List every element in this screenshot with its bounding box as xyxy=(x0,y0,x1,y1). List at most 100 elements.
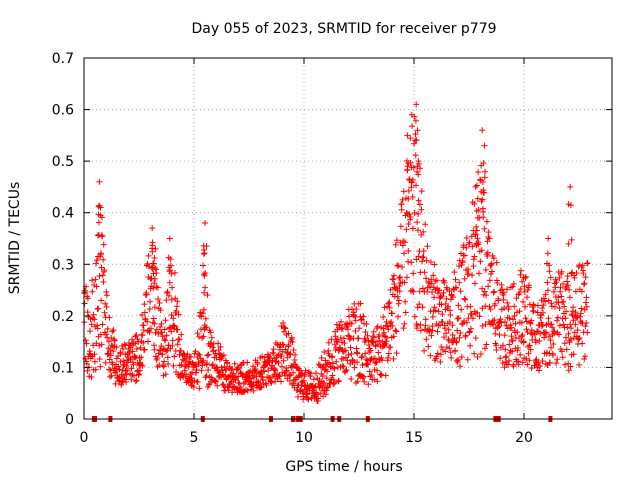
data-point xyxy=(138,331,145,338)
data-point xyxy=(294,393,301,400)
data-point xyxy=(463,244,470,251)
data-point xyxy=(503,286,510,293)
data-point xyxy=(331,365,338,372)
data-point xyxy=(209,361,216,368)
data-point xyxy=(520,298,527,305)
data-point xyxy=(212,350,219,357)
data-point xyxy=(510,363,517,370)
data-point xyxy=(90,311,97,318)
data-point xyxy=(151,254,158,261)
data-point xyxy=(453,357,460,364)
data-point xyxy=(397,274,404,281)
data-point xyxy=(214,382,221,389)
data-point xyxy=(87,328,94,335)
data-point xyxy=(91,316,98,323)
data-point xyxy=(437,293,444,300)
data-point xyxy=(570,304,577,311)
data-point xyxy=(162,317,169,324)
data-point xyxy=(437,358,444,365)
data-point xyxy=(166,267,173,274)
data-point xyxy=(518,333,525,340)
data-point xyxy=(354,359,361,366)
data-point xyxy=(422,322,429,329)
data-point xyxy=(461,275,468,282)
data-point xyxy=(107,346,114,353)
data-point xyxy=(362,350,369,357)
data-point xyxy=(414,219,421,226)
data-point xyxy=(527,320,534,327)
data-point xyxy=(285,343,292,350)
data-point xyxy=(525,343,532,350)
data-point xyxy=(338,339,345,346)
data-point xyxy=(348,375,355,382)
data-point xyxy=(312,370,319,377)
data-point xyxy=(562,334,569,341)
data-point xyxy=(258,373,265,380)
data-point xyxy=(457,363,464,370)
data-point xyxy=(476,313,483,320)
data-point xyxy=(316,383,323,390)
data-point xyxy=(280,357,287,364)
data-point xyxy=(511,303,518,310)
data-point xyxy=(205,367,212,374)
data-point xyxy=(150,284,157,291)
data-point xyxy=(440,289,447,296)
data-point xyxy=(517,351,524,358)
data-point xyxy=(218,364,225,371)
data-point xyxy=(284,354,291,361)
data-point xyxy=(472,334,479,341)
data-point xyxy=(415,171,422,178)
data-point xyxy=(474,195,481,202)
data-point xyxy=(480,189,487,196)
y-tick-label: 0.6 xyxy=(52,103,74,119)
data-point xyxy=(90,342,97,349)
data-point xyxy=(191,377,198,384)
data-point xyxy=(474,235,481,242)
data-point xyxy=(365,381,372,388)
data-point xyxy=(514,329,521,336)
data-point xyxy=(108,335,115,342)
data-point xyxy=(272,378,279,385)
data-point xyxy=(278,378,285,385)
data-point xyxy=(106,366,113,373)
data-point xyxy=(301,371,308,378)
data-point xyxy=(419,304,426,311)
data-point xyxy=(550,352,557,359)
data-point xyxy=(574,327,581,334)
data-point xyxy=(413,101,420,108)
data-point xyxy=(575,336,582,343)
data-point xyxy=(199,334,206,341)
data-point xyxy=(475,206,482,213)
data-point xyxy=(484,253,491,260)
data-point xyxy=(151,280,158,287)
data-point xyxy=(340,363,347,370)
data-point xyxy=(286,351,293,358)
data-point xyxy=(526,357,533,364)
data-point xyxy=(260,380,267,387)
data-point xyxy=(557,284,564,291)
data-point xyxy=(179,372,186,379)
data-point xyxy=(536,367,543,374)
data-point xyxy=(335,378,342,385)
data-point xyxy=(131,372,138,379)
data-point xyxy=(169,284,176,291)
data-point xyxy=(252,366,259,373)
data-point xyxy=(257,384,264,391)
data-point xyxy=(170,362,177,369)
data-point xyxy=(474,241,481,248)
data-point xyxy=(106,314,113,321)
data-point xyxy=(228,366,235,373)
data-point xyxy=(477,258,484,265)
data-point xyxy=(393,237,400,244)
data-point xyxy=(131,354,138,361)
data-point xyxy=(403,274,410,281)
data-point xyxy=(103,331,110,338)
data-point xyxy=(157,323,164,330)
data-point xyxy=(363,321,370,328)
data-point xyxy=(443,330,450,337)
data-point xyxy=(371,366,378,373)
data-point xyxy=(561,340,568,347)
data-point xyxy=(287,350,294,357)
data-point xyxy=(377,371,384,378)
data-point xyxy=(353,306,360,313)
